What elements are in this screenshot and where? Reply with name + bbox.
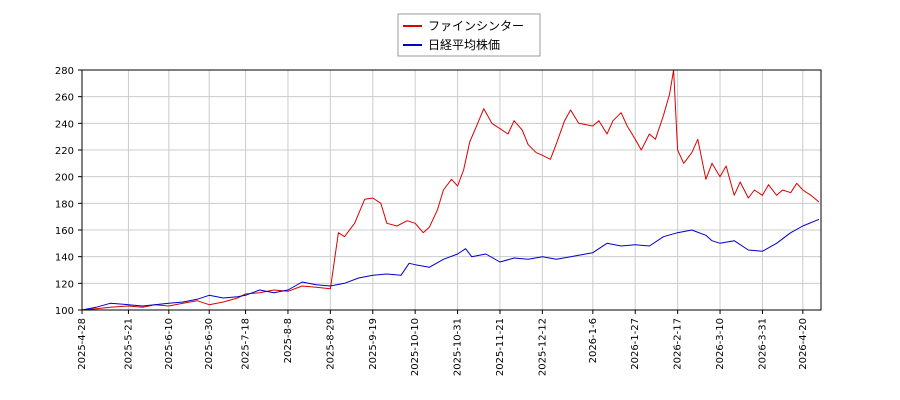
y-tick-label: 280	[55, 66, 74, 77]
plot-frame	[81, 69, 822, 311]
x-tick-label: 2026-1-6	[588, 318, 599, 363]
x-tick-label: 2026-2-17	[673, 318, 684, 370]
x-tick-label: 2025-4-28	[77, 318, 88, 370]
y-tick-label: 200	[55, 173, 74, 184]
series-line-0	[81, 69, 820, 311]
y-tick-label: 120	[55, 279, 74, 290]
x-tick-label: 2026-1-27	[630, 318, 641, 370]
y-axis: 100 120 140 160 180 200 220 240 260 280	[55, 66, 82, 317]
y-tick-label: 240	[55, 119, 74, 130]
series-layer	[81, 69, 820, 311]
series-line-1	[81, 218, 820, 311]
x-tick-label: 2026-3-10	[715, 318, 726, 370]
x-axis: 2025-4-28 2025-5-21 2025-6-10 2025-6-30 2025…	[77, 310, 809, 376]
legend-box	[397, 13, 541, 57]
x-tick-label: 2025-5-21	[123, 318, 134, 370]
x-tick-label: 2025-6-10	[164, 318, 175, 370]
y-tick-label: 160	[55, 226, 74, 237]
x-tick-label: 2025-9-19	[368, 318, 379, 370]
y-tick-label: 260	[55, 93, 74, 104]
x-tick-label: 2026-4-20	[798, 318, 809, 370]
x-tick-label: 2025-12-12	[537, 318, 548, 376]
y-tick-label: 140	[55, 253, 74, 264]
x-tick-label: 2025-7-18	[241, 318, 252, 370]
y-tick-label: 100	[55, 306, 74, 317]
legend-label: ファインシンター	[428, 19, 524, 33]
x-tick-label: 2025-8-29	[325, 318, 336, 370]
x-tick-label: 2025-6-30	[204, 318, 215, 370]
x-tick-label: 2025-8-8	[283, 318, 294, 363]
grid	[81, 69, 821, 311]
x-tick-label: 2025-11-21	[495, 318, 506, 376]
x-tick-label: 2025-10-31	[453, 318, 464, 376]
y-tick-label: 180	[55, 199, 74, 210]
legend-label: 日経平均株価	[428, 37, 500, 52]
x-tick-label: 2025-10-10	[410, 318, 421, 376]
x-tick-label: 2026-3-31	[757, 318, 768, 370]
y-tick-label: 220	[55, 146, 74, 157]
